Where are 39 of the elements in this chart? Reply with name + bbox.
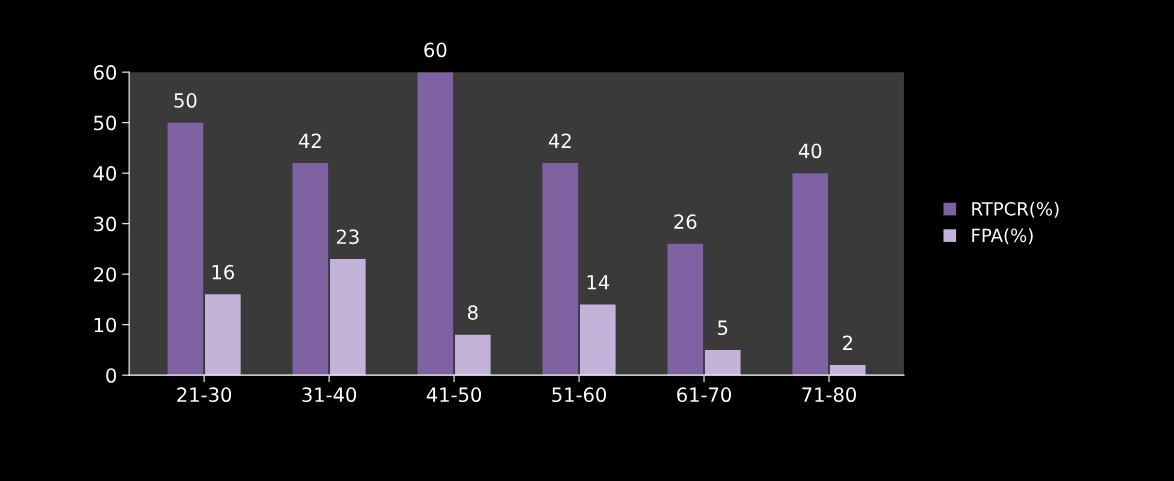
x-tick-label: 71-80 xyxy=(802,387,856,403)
bar xyxy=(205,294,241,376)
y-tick-label: 50 xyxy=(94,115,117,131)
data-label: 42 xyxy=(298,133,321,148)
y-tick-label: 20 xyxy=(94,267,117,282)
data-label: 8 xyxy=(467,305,478,320)
data-label: 16 xyxy=(212,264,235,280)
data-label: 42 xyxy=(548,133,571,148)
y-tick-label: 0 xyxy=(106,368,117,383)
data-label: 5 xyxy=(718,320,728,336)
legend-label: RTPCR(%) xyxy=(972,201,1059,218)
y-tick-label: 10 xyxy=(94,317,117,333)
x-tick-label: 61-70 xyxy=(677,387,731,403)
bar xyxy=(579,304,616,376)
x-tick-label: 21-30 xyxy=(177,387,232,403)
bar xyxy=(417,72,454,376)
data-label: 50 xyxy=(174,93,197,108)
bar xyxy=(667,243,704,376)
y-tick-label: 60 xyxy=(93,65,117,80)
y-tick-label: 40 xyxy=(93,166,117,181)
bar xyxy=(542,163,579,376)
bar xyxy=(455,334,491,376)
data-label: 26 xyxy=(674,214,697,229)
bar xyxy=(704,349,741,376)
y-tick-label: 30 xyxy=(94,216,117,232)
x-tick-label: 51-60 xyxy=(552,387,607,403)
data-label: 14 xyxy=(587,275,610,290)
data-label: 23 xyxy=(336,229,359,245)
x-tick-label: 41-50 xyxy=(426,387,482,403)
bar xyxy=(330,259,366,376)
legend-label: FPA(%) xyxy=(972,228,1033,245)
data-label: 40 xyxy=(798,143,822,159)
x-tick-label: 31-40 xyxy=(302,387,357,403)
bar xyxy=(829,365,866,376)
bar xyxy=(167,122,204,376)
data-label: 60 xyxy=(424,42,447,58)
bar xyxy=(792,173,829,376)
data-label: 2 xyxy=(842,335,852,350)
bar xyxy=(292,163,329,376)
